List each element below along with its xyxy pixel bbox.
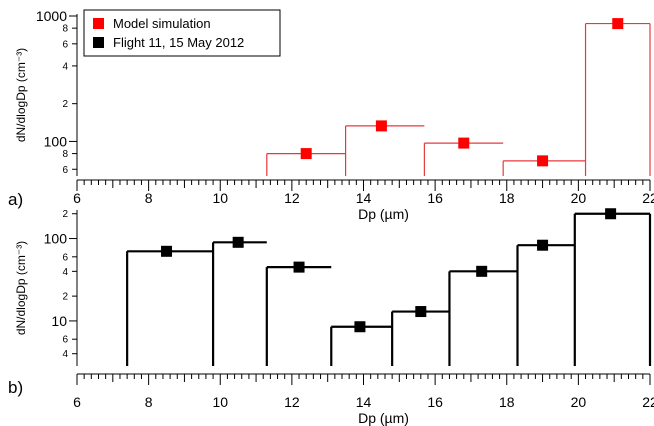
data-point-marker <box>458 137 470 149</box>
x-tick-label: 12 <box>284 190 300 206</box>
legend-label: Flight 11, 15 May 2012 <box>113 35 244 50</box>
panel-a-chart: 100 1000 6 8 2 4 6 8 dN/dlogDp (cm⁻³) 6 8 10 12 14 16 1… <box>8 8 654 222</box>
data-point-marker <box>612 18 624 30</box>
y-minor-tick-label: 4 <box>62 349 68 360</box>
data-point-marker <box>476 265 488 277</box>
data-point-marker <box>354 321 366 333</box>
y-minor-tick-label: 4 <box>62 267 68 278</box>
y-minor-tick-label: 8 <box>62 149 68 160</box>
x-tick-label: 18 <box>499 394 515 410</box>
x-tick-label: 10 <box>212 394 228 410</box>
data-point-marker <box>232 236 244 248</box>
y-minor-tick-label: 6 <box>62 39 68 50</box>
data-point-marker <box>537 239 549 251</box>
panel-label: a) <box>8 190 23 209</box>
legend-swatch <box>93 37 104 48</box>
x-tick-label: 14 <box>356 190 372 206</box>
x-tick-label: 18 <box>499 190 515 206</box>
x-tick-label: 22 <box>642 190 654 206</box>
y-axis-title: dN/dlogDp (cm⁻³) <box>14 241 28 335</box>
data-point-marker <box>537 155 549 167</box>
x-tick-label: 12 <box>284 394 300 410</box>
data-point-marker <box>161 245 173 257</box>
y-minor-tick-label: 6 <box>62 165 68 176</box>
x-tick-label: 20 <box>571 394 587 410</box>
x-tick-label: 6 <box>73 190 81 206</box>
data-point-marker <box>375 120 387 132</box>
x-tick-label: 22 <box>642 394 654 410</box>
y-tick-label: 1000 <box>36 8 67 24</box>
legend-box <box>83 9 281 57</box>
x-tick-label: 14 <box>356 394 372 410</box>
legend-swatch <box>93 18 104 29</box>
data-point-marker <box>300 148 312 160</box>
x-tick-label: 8 <box>145 190 153 206</box>
y-tick-label: 10 <box>51 313 67 329</box>
x-tick-label: 16 <box>427 190 443 206</box>
panel-label: b) <box>8 378 23 397</box>
y-minor-tick-label: 4 <box>62 61 68 72</box>
data-point-marker <box>605 208 617 220</box>
x-tick-label: 20 <box>571 190 587 206</box>
y-minor-tick-label: 2 <box>62 99 68 110</box>
y-minor-tick-label: 2 <box>62 209 68 220</box>
x-tick-label: 6 <box>73 394 81 410</box>
data-point-marker <box>415 306 427 318</box>
data-point-marker <box>293 261 305 273</box>
y-axis-title: dN/dlogDp (cm⁻³) <box>14 48 28 142</box>
legend-label: Model simulation <box>113 16 211 31</box>
y-tick-label: 100 <box>44 133 68 149</box>
x-tick-label: 10 <box>212 190 228 206</box>
y-minor-tick-label: 2 <box>62 292 68 303</box>
x-tick-label: 16 <box>427 394 443 410</box>
y-minor-tick-label: 6 <box>62 252 68 263</box>
y-minor-tick-label: 6 <box>62 335 68 346</box>
x-axis-title: Dp (µm) <box>358 410 409 426</box>
x-axis-title: Dp (µm) <box>358 206 409 222</box>
panel-b-chart: 10 100 4 6 2 4 6 2 dN/dlogDp (cm⁻³) 6 8 10 12 14 16 18 2… <box>8 208 654 426</box>
x-tick-label: 8 <box>145 394 153 410</box>
y-tick-label: 100 <box>44 231 68 247</box>
y-minor-tick-label: 8 <box>62 24 68 35</box>
